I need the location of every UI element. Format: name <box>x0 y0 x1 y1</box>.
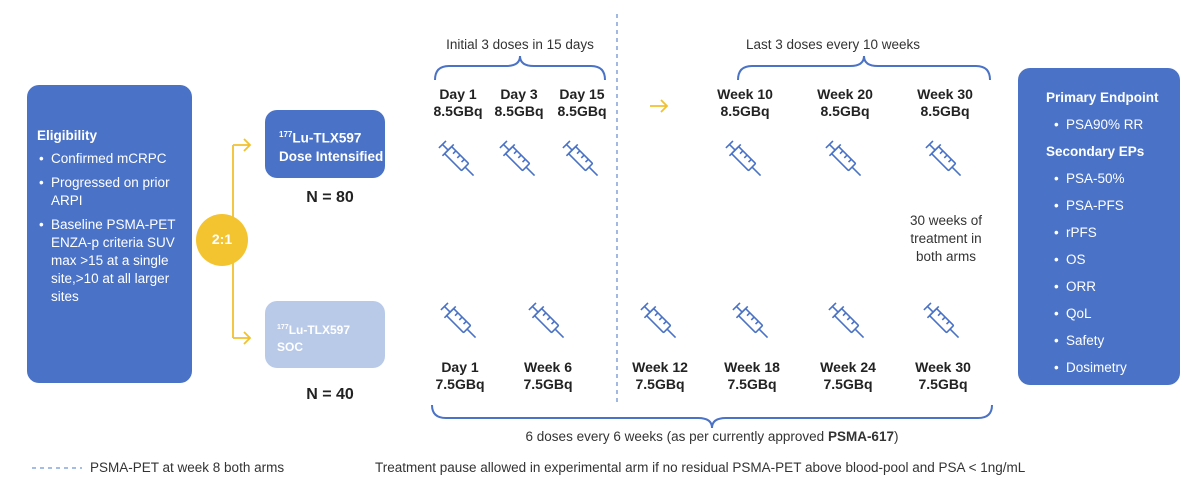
list-item: Progressed on prior ARPI <box>37 174 184 210</box>
primary-list: PSA90% RR <box>1052 111 1172 138</box>
arm-name: Lu-TLX597 <box>288 323 351 337</box>
dose-amount: 8.5GBq <box>557 103 607 119</box>
text: 6 doses every 6 weeks (as per currently … <box>525 429 828 444</box>
dose-time: Week 30 <box>915 359 971 375</box>
brace-label: 6 doses every 6 weeks (as per currently … <box>400 429 1024 444</box>
dose-amount: 8.5GBq <box>920 103 970 119</box>
dose-amount: 8.5GBq <box>820 103 870 119</box>
dose-amount: 8.5GBq <box>494 103 544 119</box>
dose-time: Week 18 <box>724 359 780 375</box>
arm2-box: 177Lu-TLX597 SOC <box>265 301 385 368</box>
list-item: Confirmed mCRPC <box>37 150 184 168</box>
dose-label: Week 10 8.5GBq <box>700 86 790 120</box>
dose-label: Day 1 7.5GBq <box>415 359 505 393</box>
syringe-icon <box>435 137 481 183</box>
brace-label: Initial 3 doses in 15 days <box>446 37 594 52</box>
syringe-icon <box>437 299 483 345</box>
dose-amount: 7.5GBq <box>727 376 777 392</box>
dose-amount: 7.5GBq <box>635 376 685 392</box>
dose-amount: 7.5GBq <box>523 376 573 392</box>
arm-subtitle: SOC <box>277 340 304 354</box>
dose-label: Week 12 7.5GBq <box>615 359 705 393</box>
dose-time: Week 6 <box>524 359 572 375</box>
list-item: rPFS <box>1052 219 1172 246</box>
list-item: PSA90% RR <box>1052 111 1172 138</box>
syringe-icon <box>920 299 966 345</box>
dose-label: Week 6 7.5GBq <box>503 359 593 393</box>
arm1-box: 177Lu-TLX597 Dose Intensified <box>265 110 385 178</box>
dose-time: Week 10 <box>717 86 773 102</box>
syringe-icon <box>496 137 542 183</box>
dose-label: Week 18 7.5GBq <box>707 359 797 393</box>
dose-label: Day 1 8.5GBq <box>413 86 503 120</box>
footer-note: Treatment pause allowed in experimental … <box>375 460 1026 475</box>
dose-amount: 7.5GBq <box>918 376 968 392</box>
braces <box>431 55 993 429</box>
dose-amount: 7.5GBq <box>435 376 485 392</box>
brace-label: Last 3 doses every 10 weeks <box>745 37 921 52</box>
syringe-icon <box>822 137 868 183</box>
randomization-circle <box>196 214 248 266</box>
legend-text: PSMA-PET at week 8 both arms <box>90 460 285 475</box>
list-item: Baseline PSMA-PET ENZA-p criteria SUV ma… <box>37 216 184 306</box>
text: ) <box>893 429 899 444</box>
dose-time: Day 1 <box>439 86 477 102</box>
secondary-title: Secondary EPs <box>1046 144 1145 159</box>
dose-time: Day 15 <box>559 86 605 102</box>
list-item: PSA-PFS <box>1052 192 1172 219</box>
dose-time: Week 30 <box>917 86 973 102</box>
dose-label: Week 20 8.5GBq <box>800 86 890 120</box>
syringe-icon <box>525 299 571 345</box>
list-item: Dosimetry <box>1052 354 1172 381</box>
secondary-list: PSA-50%PSA-PFSrPFSOSORRQoLSafetyDosimetr… <box>1052 165 1172 381</box>
syringe-icon <box>722 137 768 183</box>
list-item: Safety <box>1052 327 1172 354</box>
syringe-icon <box>922 137 968 183</box>
primary-title: Primary Endpoint <box>1046 90 1159 105</box>
isotope: 177 <box>279 130 293 139</box>
dose-time: Week 12 <box>632 359 688 375</box>
list-item: ORR <box>1052 273 1172 300</box>
side-note: 30 weeks of treatment in both arms <box>909 213 983 264</box>
dose-amount: 8.5GBq <box>433 103 483 119</box>
arm-subtitle: Dose Intensified <box>279 148 384 164</box>
endpoints-box: Primary Endpoint PSA90% RR Secondary EPs… <box>1018 68 1180 385</box>
eligibility-list: Confirmed mCRPC Progressed on prior ARPI B… <box>37 150 184 306</box>
list-item: PSA-50% <box>1052 165 1172 192</box>
dose-time: Day 3 <box>500 86 538 102</box>
dose-label: Week 24 7.5GBq <box>803 359 893 393</box>
dose-time: Week 20 <box>817 86 873 102</box>
dose-amount: 8.5GBq <box>720 103 770 119</box>
randomization-ratio: 2:1 <box>211 231 233 247</box>
dose-label: Week 30 7.5GBq <box>898 359 988 393</box>
isotope: 177 <box>277 324 289 331</box>
dose-amount: 7.5GBq <box>823 376 873 392</box>
list-item: OS <box>1052 246 1172 273</box>
dose-label: Day 15 8.5GBq <box>537 86 627 120</box>
eligibility-title: Eligibility <box>37 128 98 143</box>
arm2-n: N = 40 <box>306 386 354 403</box>
syringe-icon <box>559 137 605 183</box>
syringes <box>435 137 968 345</box>
syringe-icon <box>729 299 775 345</box>
dose-label: Day 3 8.5GBq <box>474 86 564 120</box>
dose-label: Week 30 8.5GBq <box>900 86 990 120</box>
dose-time: Day 1 <box>441 359 479 375</box>
text-bold: PSMA-617 <box>827 429 894 444</box>
syringe-icon <box>637 299 683 345</box>
eligibility-box: Eligibility Confirmed mCRPC Progressed on… <box>27 85 192 383</box>
list-item: QoL <box>1052 300 1172 327</box>
arm1-n: N = 80 <box>306 189 354 206</box>
arm-name: Lu-TLX597 <box>292 130 362 146</box>
dose-time: Week 24 <box>820 359 876 375</box>
syringe-icon <box>825 299 871 345</box>
